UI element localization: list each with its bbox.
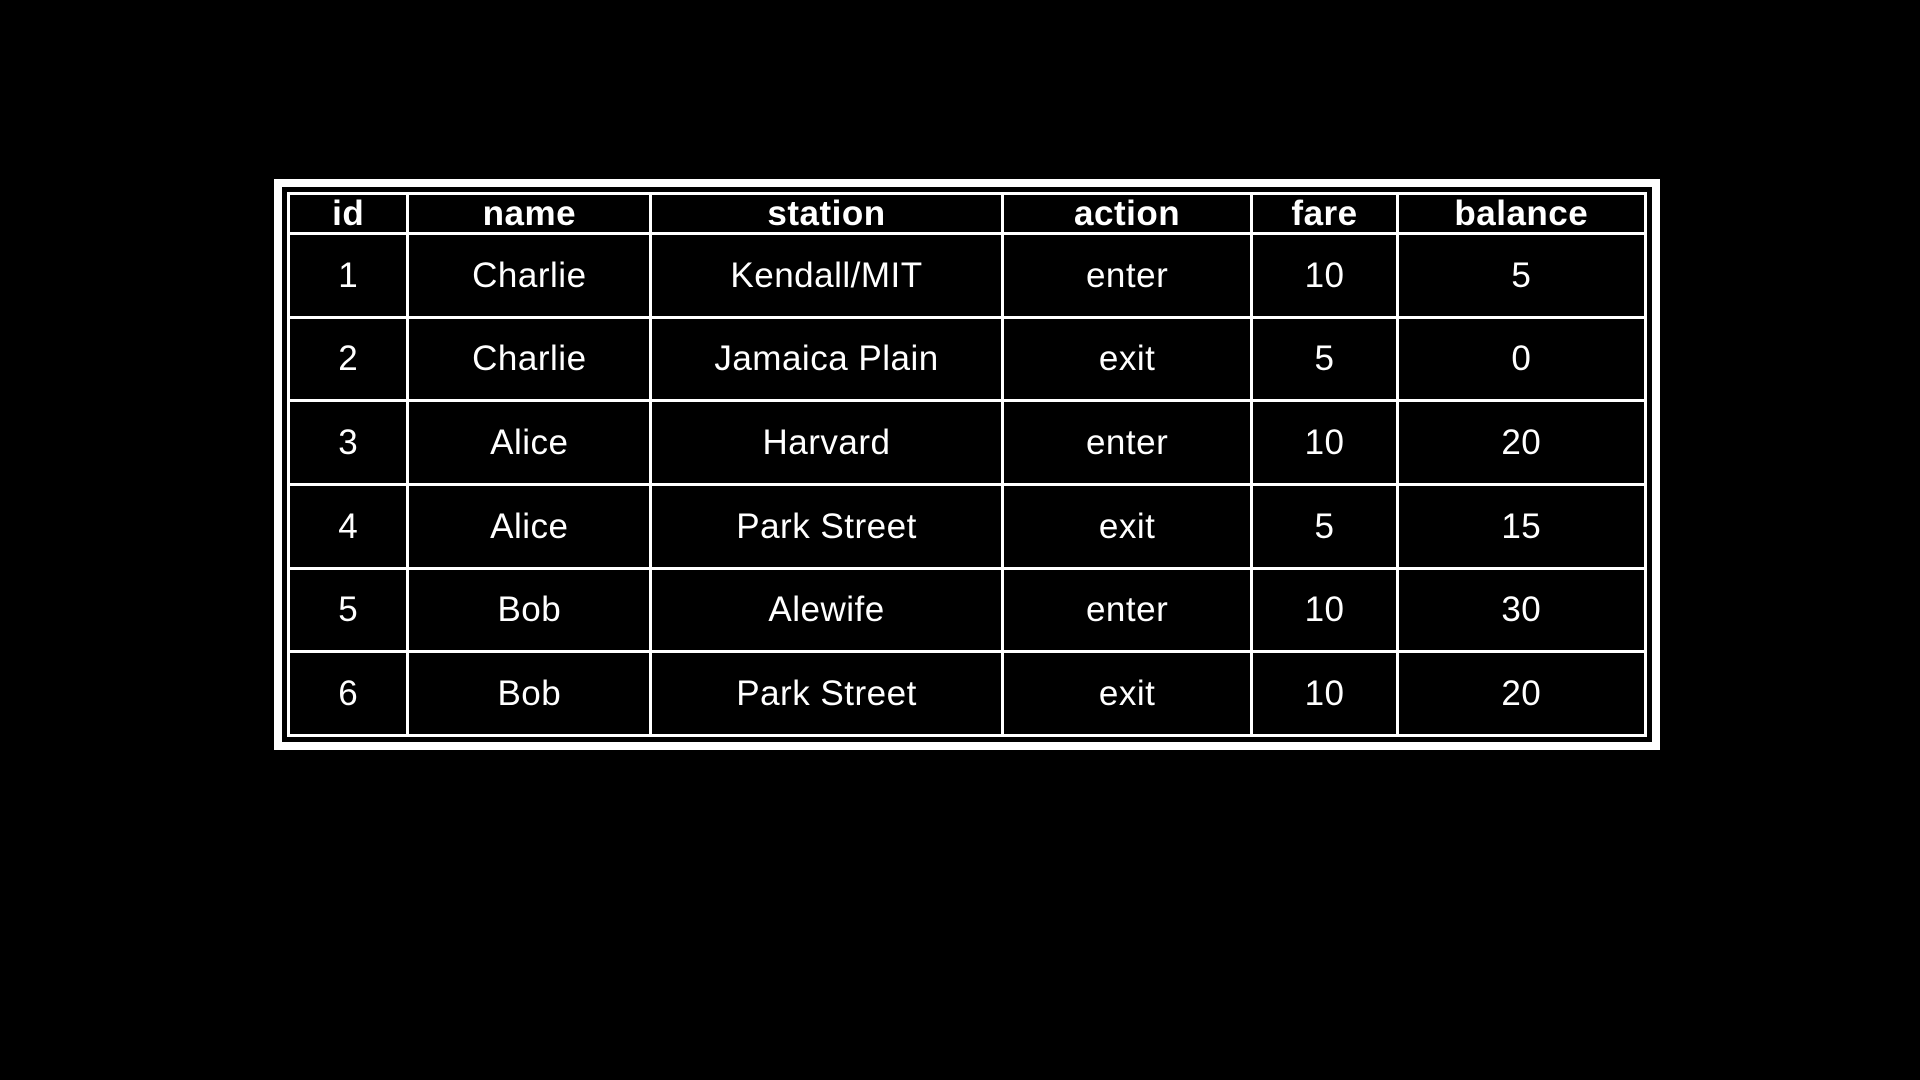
- column-header-balance: balance: [1395, 192, 1648, 235]
- table-cell-fare: 10: [1250, 232, 1399, 319]
- table-cell-station: Jamaica Plain: [649, 315, 1004, 403]
- table-cell-station: Park Street: [649, 482, 1004, 570]
- table-cell-fare: 10: [1250, 566, 1399, 654]
- table-cell-id: 2: [286, 315, 410, 403]
- table-cell-station: Alewife: [649, 566, 1004, 654]
- table-cell-fare: 5: [1250, 315, 1399, 403]
- fare-transactions-table: id name station action fare balance 1 Ch…: [286, 192, 1648, 737]
- table-cell-action: exit: [1000, 315, 1254, 403]
- table-cell-name: Bob: [406, 566, 653, 654]
- table-cell-name: Alice: [406, 482, 653, 570]
- table-cell-id: 3: [286, 399, 410, 486]
- table-cell-station: Park Street: [649, 650, 1004, 737]
- column-header-id: id: [286, 192, 410, 235]
- table-cell-balance: 20: [1395, 399, 1648, 486]
- column-header-action: action: [1000, 192, 1254, 235]
- table-row: 1 Charlie Kendall/MIT enter 10 5: [286, 232, 1648, 319]
- table-cell-fare: 10: [1250, 399, 1399, 486]
- table-cell-name: Charlie: [406, 232, 653, 319]
- table-row: 5 Bob Alewife enter 10 30: [286, 566, 1648, 654]
- table-cell-action: enter: [1000, 232, 1254, 319]
- table-row: 3 Alice Harvard enter 10 20: [286, 399, 1648, 486]
- table-cell-id: 4: [286, 482, 410, 570]
- table-cell-action: exit: [1000, 650, 1254, 737]
- table-cell-station: Kendall/MIT: [649, 232, 1004, 319]
- table-cell-name: Charlie: [406, 315, 653, 403]
- table-row: 2 Charlie Jamaica Plain exit 5 0: [286, 315, 1648, 403]
- table-header-row: id name station action fare balance: [286, 192, 1648, 235]
- table-cell-balance: 30: [1395, 566, 1648, 654]
- column-header-fare: fare: [1250, 192, 1399, 235]
- table-cell-fare: 10: [1250, 650, 1399, 737]
- table-cell-action: enter: [1000, 566, 1254, 654]
- table-cell-name: Bob: [406, 650, 653, 737]
- table-cell-balance: 15: [1395, 482, 1648, 570]
- table-cell-action: exit: [1000, 482, 1254, 570]
- table-cell-balance: 0: [1395, 315, 1648, 403]
- table-cell-action: enter: [1000, 399, 1254, 486]
- table-cell-fare: 5: [1250, 482, 1399, 570]
- column-header-name: name: [406, 192, 653, 235]
- column-header-station: station: [649, 192, 1004, 235]
- table-frame: id name station action fare balance 1 Ch…: [274, 179, 1660, 750]
- table-cell-id: 5: [286, 566, 410, 654]
- table-cell-id: 6: [286, 650, 410, 737]
- table-row: 4 Alice Park Street exit 5 15: [286, 482, 1648, 570]
- table-cell-balance: 20: [1395, 650, 1648, 737]
- table-cell-name: Alice: [406, 399, 653, 486]
- table-row: 6 Bob Park Street exit 10 20: [286, 650, 1648, 737]
- table-cell-balance: 5: [1395, 232, 1648, 319]
- table-cell-id: 1: [286, 232, 410, 319]
- table-cell-station: Harvard: [649, 399, 1004, 486]
